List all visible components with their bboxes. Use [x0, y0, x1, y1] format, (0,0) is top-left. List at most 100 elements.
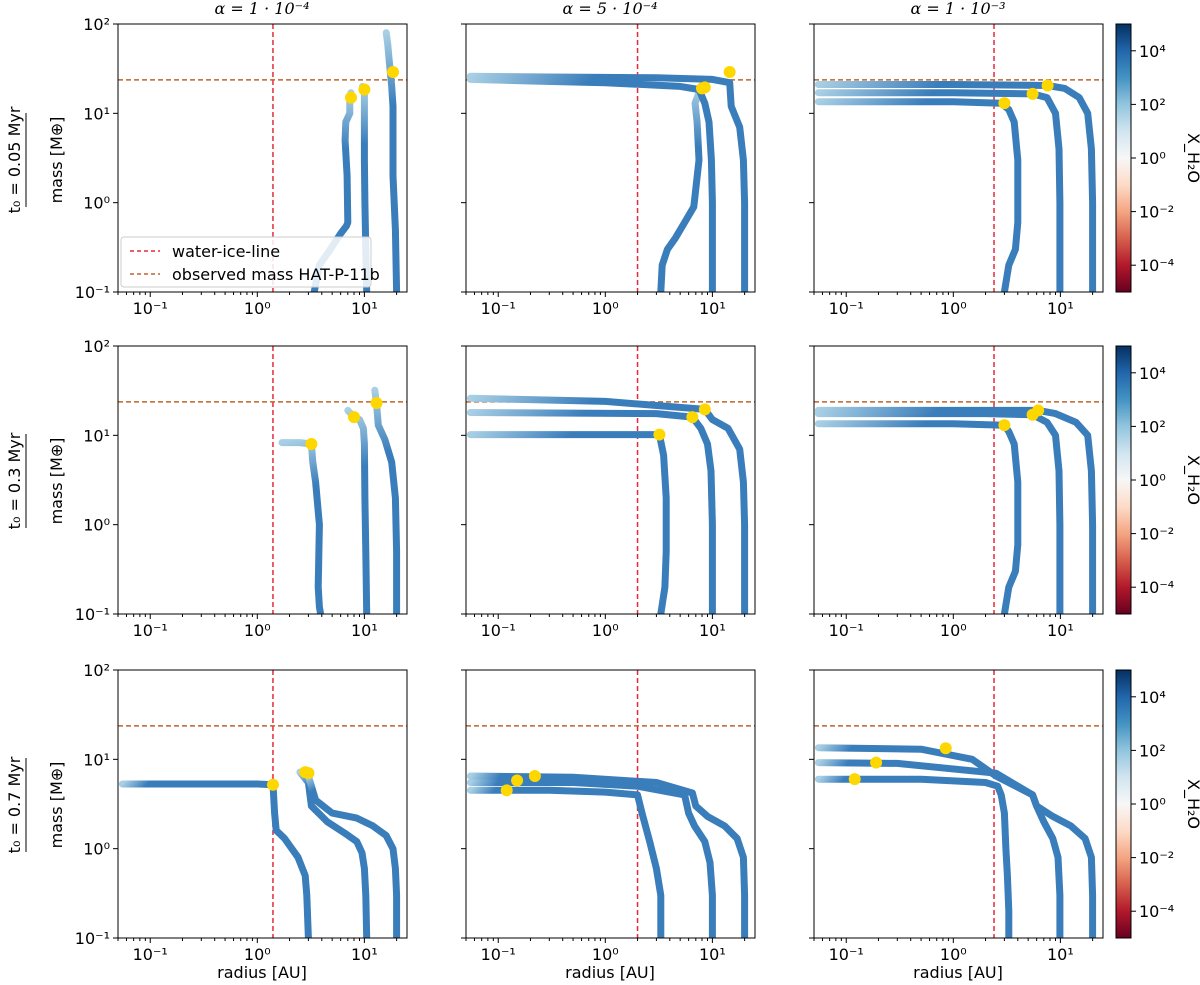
endpoint-r3c1-3: [302, 767, 315, 780]
y-tick-label-r3c1-2: 10²: [83, 661, 110, 680]
y-tick-label-r1c1-2: 10²: [83, 15, 110, 34]
endpoint-r2c1-2: [348, 411, 361, 424]
colorbar-tick-label-row-1--2: 10⁻²: [1139, 203, 1174, 222]
endpoint-r1c1-1: [345, 91, 358, 104]
axes-frame-r2c2: [465, 345, 756, 615]
y-axis-label-row-2: mass [M⊕]: [47, 438, 66, 525]
x-tick-label-r3c2-0: 10⁰: [592, 945, 619, 964]
endpoint-r2c2-2: [686, 411, 699, 424]
endpoint-r2c3-1: [998, 419, 1011, 432]
track-r2c2-2: [466, 409, 716, 614]
legend-ice-line-label: water-ice-line: [172, 242, 280, 261]
y-tick-label-r1c1--1: 10⁻¹: [75, 283, 110, 302]
colorbar-tick-label-row-2-4: 10⁴: [1139, 364, 1166, 383]
endpoint-r1c2-2: [698, 81, 711, 94]
track-r1c3-3: [814, 81, 1097, 292]
x-tick-label-r3c3--1: 10⁻¹: [829, 945, 864, 964]
endpoint-r1c1-3: [386, 66, 399, 79]
axes-frame-r2c3: [813, 345, 1104, 615]
row-title-2: t₀ = 0.3 Myr: [5, 432, 24, 529]
plot-area-r3c2: [466, 670, 755, 938]
colorbar-label-row-1: X_H₂O: [1183, 133, 1200, 183]
track-r2c3-2: [814, 410, 1064, 614]
plot-area-r1c2: [466, 24, 755, 292]
x-tick-label-r2c3-1: 10¹: [1047, 621, 1074, 640]
y-axis-label-row-1: mass [M⊕]: [47, 117, 66, 204]
colorbar-tick-label-row-1-4: 10⁴: [1139, 42, 1166, 61]
x-axis-label-col-3: radius [AU]: [913, 963, 1003, 982]
y-tick-label-r2c1-1: 10¹: [83, 426, 110, 445]
panel-r1c2: 10⁻¹ 10⁰ 10¹: [461, 23, 756, 318]
row-title-1: t₀ = 0.05 Myr: [5, 106, 24, 213]
x-tick-label-r2c2--1: 10⁻¹: [481, 621, 516, 640]
y-tick-label-r3c1-1: 10¹: [83, 750, 110, 769]
endpoint-r1c2-3: [723, 66, 736, 79]
colorbar-row-2: 10⁻⁴ 10⁻² 10⁰ 10² 10⁴: [1115, 345, 1174, 615]
x-tick-label-r1c3-1: 10¹: [1047, 299, 1074, 318]
x-tick-label-r1c2--1: 10⁻¹: [481, 299, 516, 318]
track-r1c1-3: [382, 29, 401, 292]
x-tick-label-r2c1-0: 10⁰: [244, 621, 271, 640]
endpoint-r1c1-2: [358, 83, 371, 96]
endpoint-r3c3-3: [939, 742, 952, 755]
track-r2c3-1: [814, 420, 1022, 614]
x-tick-label-r1c1--1: 10⁻¹: [133, 299, 168, 318]
x-axis-label-col-2: radius [AU]: [565, 963, 655, 982]
colorbar-tick-label-row-2-2: 10²: [1139, 417, 1166, 436]
x-tick-label-r2c2-0: 10⁰: [592, 621, 619, 640]
column-title-2: α = 5 · 10⁻⁴: [562, 0, 657, 18]
track-r1c2-3: [466, 72, 749, 292]
panel-r2c3: 10⁻¹ 10⁰ 10¹: [809, 345, 1104, 640]
plot-area-r3c1: [118, 670, 407, 938]
x-axis-label-col-1: radius [AU]: [217, 963, 307, 982]
column-title-1: α = 1 · 10⁻⁴: [214, 0, 309, 18]
y-tick-label-r3c1-0: 10⁰: [83, 840, 110, 859]
x-tick-label-r1c2-1: 10¹: [699, 299, 726, 318]
x-tick-label-r2c2-1: 10¹: [699, 621, 726, 640]
axes-frame-r1c3: [813, 23, 1104, 293]
colorbar-fill-row-2: [1115, 345, 1132, 615]
track-r1c3-1: [814, 98, 1022, 292]
colorbar-tick-label-row-2-0: 10⁰: [1139, 471, 1166, 490]
axes-frame-r2c1: [117, 345, 408, 615]
colorbar-tick-label-row-3--4: 10⁻⁴: [1139, 902, 1174, 921]
axes-frame-r1c1: [117, 23, 408, 293]
x-tick-label-r2c3-0: 10⁰: [940, 621, 967, 640]
axes-frame-r3c2: [465, 669, 756, 939]
panel-r3c2: 10⁻¹ 10⁰ 10¹: [461, 669, 756, 964]
colorbar-label-row-3: X_H₂O: [1183, 779, 1200, 829]
track-r1c2-1: [657, 84, 706, 292]
track-r3c3-1: [814, 775, 1013, 938]
colorbar-tick-label-row-3--2: 10⁻²: [1139, 849, 1174, 868]
colorbar-tick-label-row-3-4: 10⁴: [1139, 688, 1166, 707]
x-tick-label-r3c1-0: 10⁰: [244, 945, 271, 964]
track-r3c1-1: [118, 780, 312, 938]
panel-r3c1: 10⁻¹ 10⁰ 10¹ 10⁻¹ 10⁰ 10¹ 10²: [75, 661, 408, 964]
endpoint-r2c1-3: [370, 397, 383, 410]
colorbars-layer: 10⁻⁴10⁻²10⁰10²10⁴10⁻⁴10⁻²10⁰10²10⁴10⁻⁴10…: [1115, 23, 1174, 939]
plot-area-r1c3: [814, 24, 1103, 292]
colorbar-tick-label-row-2--4: 10⁻⁴: [1139, 578, 1174, 597]
y-tick-label-r1c1-1: 10¹: [83, 104, 110, 123]
endpoint-r2c2-3: [698, 403, 711, 416]
legend: water-ice-line observed mass HAT-P-11b: [120, 236, 380, 288]
colorbar-row-1: 10⁻⁴ 10⁻² 10⁰ 10² 10⁴: [1115, 23, 1174, 293]
colorbar-tick-label-row-1-2: 10²: [1139, 95, 1166, 114]
track-r2c1-2: [344, 406, 371, 614]
column-title-3: α = 1 · 10⁻³: [910, 0, 1005, 18]
y-tick-label-r3c1--1: 10⁻¹: [75, 929, 110, 948]
axes-frame-r1c2: [465, 23, 756, 293]
track-r3c3-3: [814, 744, 1097, 938]
panel-r2c1: 10⁻¹ 10⁰ 10¹ 10⁻¹ 10⁰ 10¹ 10²: [75, 337, 408, 640]
x-tick-label-r3c3-1: 10¹: [1047, 945, 1074, 964]
track-r2c2-3: [466, 394, 749, 614]
x-tick-label-r3c1-1: 10¹: [351, 945, 378, 964]
track-r3c1-2: [296, 768, 371, 938]
x-tick-label-r3c2--1: 10⁻¹: [481, 945, 516, 964]
plot-area-r2c3: [814, 346, 1103, 614]
track-r3c1-3: [304, 772, 401, 938]
track-r3c2-3: [466, 772, 749, 938]
track-r1c2-2: [466, 75, 716, 292]
y-axis-label-row-3: mass [M⊕]: [47, 762, 66, 849]
